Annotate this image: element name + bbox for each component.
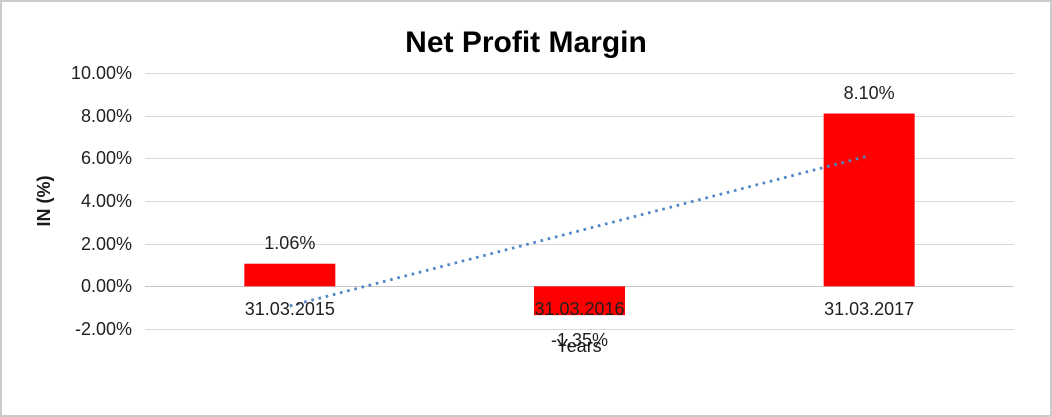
bar-31.03.2015 [244,263,336,287]
trendline-layer [289,154,870,308]
data-label: 1.06% [264,232,316,253]
y-tick-label: 10.00% [70,63,132,83]
x-category-label: 31.03.2017 [824,299,915,319]
data-label: -1.35% [550,330,609,351]
y-tick-label: 4.00% [80,191,132,211]
y-tick-label: -2.00% [74,319,132,339]
x-axis-title: Years [556,336,602,356]
data-label: 8.10% [843,82,895,103]
y-tick-label: 2.00% [80,233,132,254]
y-tick-label: 8.00% [80,105,132,126]
bars-layer [244,113,915,316]
x-category-label: 31.03.2016 [534,299,625,319]
x-category-label: 31.03.2015 [244,299,335,319]
bar-31.03.2017 [823,113,915,287]
chart-title: Net Profit Margin [405,26,647,59]
y-tick-label: 0.00% [80,276,132,297]
bar-31.03.2016 [534,286,625,316]
linear-trendline [289,154,870,308]
y-tick-label: 6.00% [80,148,132,169]
